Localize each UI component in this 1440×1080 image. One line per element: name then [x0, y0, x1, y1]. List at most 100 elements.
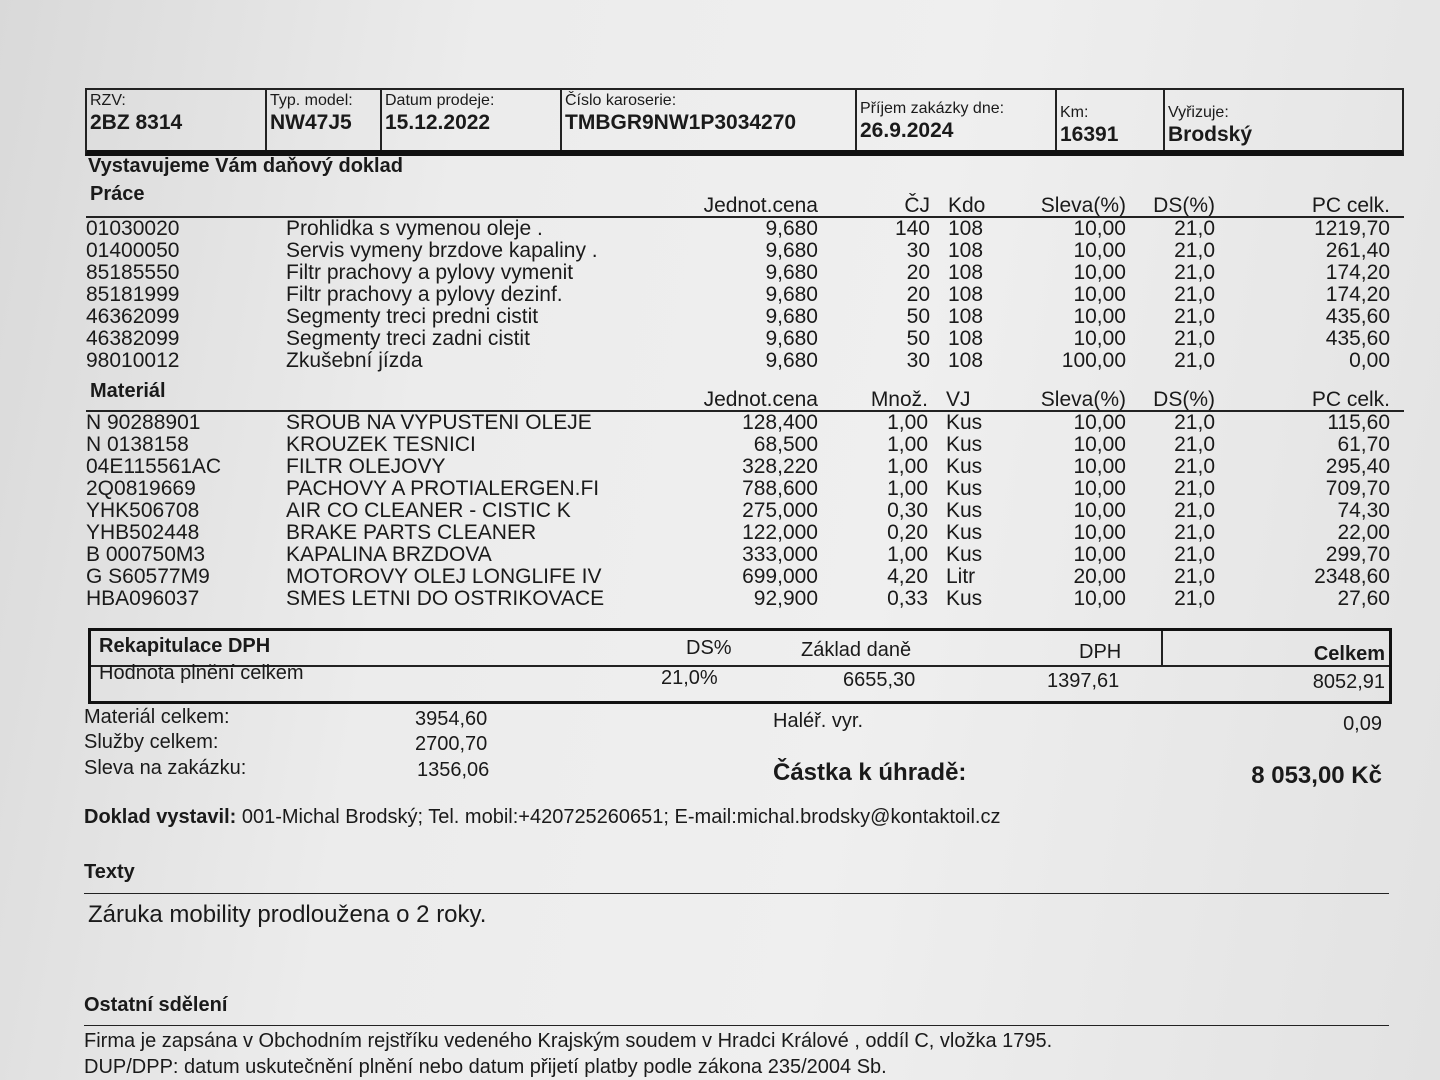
cell-discount: 10,00: [1073, 261, 1126, 284]
prijem-cell: Příjem zakázky dne: 26.9.2024: [857, 90, 1057, 150]
recap-celkem-value: 8052,91: [1312, 671, 1385, 693]
cell-discount: 10,00: [1073, 305, 1126, 328]
texty-divider: [84, 893, 1389, 894]
cell-description: SMES LETNI DO OSTRIKOVACE: [286, 587, 605, 610]
recap-ds-value: 21,0%: [661, 667, 718, 689]
cell-discount: 10,00: [1073, 283, 1126, 306]
cell-unit-price: 92,900: [753, 587, 818, 610]
datum-label: Datum prodeje:: [385, 92, 495, 109]
prijem-label: Příjem zakázky dne:: [860, 100, 1005, 117]
cell-code: 01030020: [86, 217, 180, 240]
cell-unit-price: 9,680: [765, 283, 818, 306]
cell-total: 295,40: [1325, 455, 1390, 478]
cell-unit: Kus: [946, 477, 983, 500]
cell-description: Zkušební jízda: [286, 349, 423, 372]
cell-kdo: 108: [948, 349, 984, 372]
ostatni-title: Ostatní sdělení: [84, 994, 228, 1016]
cell-description: Filtr prachovy a pylovy vymenit: [286, 261, 574, 284]
issuer-label: Doklad vystavil:: [84, 806, 237, 828]
cell-description: KAPALINA BRZDOVA: [286, 543, 492, 566]
cell-discount: 10,00: [1073, 521, 1126, 544]
cell-kdo: 108: [948, 327, 984, 350]
table-row: B 000750M3 KAPALINA BRZDOVA 333,000 1,00 Kus…: [86, 544, 1390, 566]
cell-cj: 140: [894, 217, 930, 240]
ostatni-divider: [84, 1025, 1389, 1026]
cell-cj: 30: [906, 239, 930, 262]
texty-title: Texty: [84, 861, 135, 883]
cell-code: 85185550: [86, 261, 180, 284]
cell-discount: 20,00: [1073, 565, 1126, 588]
recap-zaklad-value: 6655,30: [843, 669, 916, 691]
recap-dph-value: 1397,61: [1047, 670, 1120, 692]
texty-text: Záruka mobility prodloužena o 2 roky.: [88, 901, 487, 928]
cell-total: 61,70: [1337, 433, 1390, 456]
col-jednot-cena: Jednot.cena: [703, 388, 818, 411]
cell-vat: 21,0: [1174, 455, 1215, 478]
cell-cj: 30: [906, 349, 930, 372]
vyrizuje-cell: Vyřizuje: Brodský: [1165, 90, 1402, 150]
cell-kdo: 108: [948, 239, 984, 262]
cell-code: 46382099: [86, 327, 180, 350]
cell-unit: Kus: [946, 499, 983, 522]
cell-description: AIR CO CLEANER - CISTIC K: [286, 499, 571, 522]
cell-unit-price: 68,500: [753, 433, 818, 456]
table-row: 01030020 Prohlidka s vymenou oleje . 9,680…: [86, 218, 1390, 240]
rzv-label: RZV:: [90, 92, 126, 109]
typ-cell: Typ. model: NW47J5: [267, 90, 382, 150]
table-row: 46362099 Segmenty treci predni cistit 9,68…: [86, 306, 1390, 328]
issuer-value: 001-Michal Brodský; Tel. mobil:+42072526…: [241, 806, 1001, 828]
recap-row-label: Hodnota plnění celkem: [99, 662, 304, 684]
discount-label: Sleva na zakázku:: [84, 757, 247, 779]
vat-recap-box: Rekapitulace DPH DS% Základ daně DPH Cel…: [88, 628, 1392, 704]
discount-value: 1356,06: [417, 759, 490, 781]
cell-unit-price: 9,680: [765, 217, 818, 240]
cell-vat: 21,0: [1174, 327, 1215, 350]
col-sleva: Sleva(%): [1040, 194, 1126, 217]
services-total-value: 2700,70: [415, 733, 488, 755]
cell-unit-price: 9,680: [765, 327, 818, 350]
prace-divider: [86, 216, 1404, 218]
cell-quantity: 1,00: [887, 411, 928, 434]
table-row: YHB502448 BRAKE PARTS CLEANER 122,000 0,20 K…: [86, 522, 1390, 544]
cell-cj: 20: [906, 283, 930, 306]
material-table: Jednot.cena Množ. VJ Sleva(%) DS(%) PC c…: [86, 388, 1390, 610]
recap-title: Rekapitulace DPH: [99, 635, 271, 657]
cell-unit: Kus: [946, 587, 983, 610]
cell-description: MOTOROVY OLEJ LONGLIFE IV: [286, 565, 602, 588]
table-row: 01400050 Servis vymeny brzdove kapaliny .…: [86, 240, 1390, 262]
table-row: 46382099 Segmenty treci zadni cistit 9,680…: [86, 328, 1390, 350]
cell-description: KROUZEK TESNICI: [286, 433, 476, 456]
material-total-label: Materiál celkem:: [84, 706, 230, 728]
cell-code: 46362099: [86, 305, 180, 328]
karoserie-cell: Číslo karoserie: TMBGR9NW1P3034270: [562, 90, 857, 150]
table-row: 04E115561AC FILTR OLEJOVY 328,220 1,00 Kus 10…: [86, 456, 1390, 478]
cell-discount: 10,00: [1073, 455, 1126, 478]
cell-vat: 21,0: [1174, 261, 1215, 284]
table-row: 85181999 Filtr prachovy a pylovy dezinf. 9…: [86, 284, 1390, 306]
cell-unit-price: 9,680: [765, 305, 818, 328]
col-kdo: Kdo: [948, 194, 986, 217]
cell-code: 04E115561AC: [86, 455, 222, 478]
cell-vat: 21,0: [1174, 217, 1215, 240]
cell-vat: 21,0: [1174, 587, 1215, 610]
cell-total: 174,20: [1325, 283, 1390, 306]
cell-discount: 10,00: [1073, 217, 1126, 240]
cell-cj: 50: [906, 305, 930, 328]
cell-unit-price: 333,000: [742, 543, 818, 566]
cell-unit-price: 9,680: [765, 261, 818, 284]
cell-description: BRAKE PARTS CLEANER: [286, 521, 537, 544]
services-total-label: Služby celkem:: [84, 731, 219, 753]
table-row: 98010012 Zkušební jízda 9,680 30 108 100,00 21…: [86, 350, 1390, 372]
cell-quantity: 1,00: [887, 433, 928, 456]
cell-unit: Kus: [946, 521, 983, 544]
recap-header-row: Rekapitulace DPH DS% Základ daně DPH Cel…: [91, 631, 1389, 667]
cell-discount: 100,00: [1061, 349, 1126, 372]
cell-description: Prohlidka s vymenou oleje .: [286, 217, 543, 240]
cell-code: 98010012: [86, 349, 180, 372]
cell-cj: 50: [906, 327, 930, 350]
recap-separator: [1161, 631, 1163, 667]
cell-description: Segmenty treci predni cistit: [286, 305, 539, 328]
cell-total: 22,00: [1337, 521, 1390, 544]
table-row: 2Q0819669 PACHOVY A PROTIALERGEN.FI 788,60…: [86, 478, 1390, 500]
cell-discount: 10,00: [1073, 411, 1126, 434]
